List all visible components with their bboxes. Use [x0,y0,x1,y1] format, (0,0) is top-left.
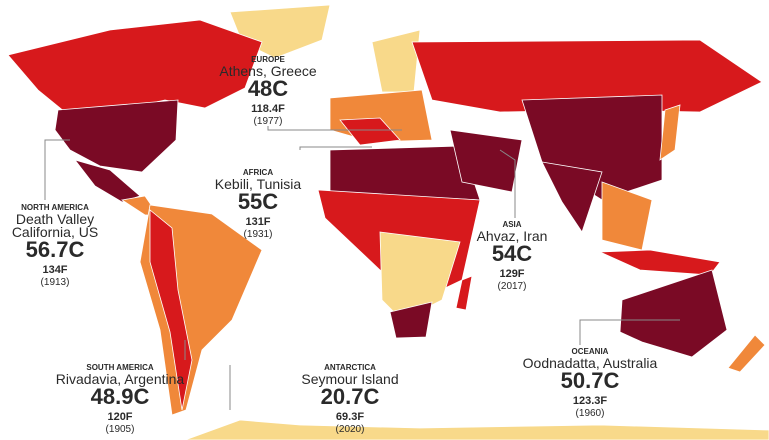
year: (2017) [498,281,527,292]
location: Ahvaz, Iran [477,228,548,244]
location: Oodnadatta, Australia [523,355,658,371]
year: (1977) [254,116,283,127]
celsius: 56.7C [26,237,85,262]
fahrenheit: 129F [499,268,524,280]
location: Death Valley California, US [12,211,98,240]
year: (2020) [336,424,365,435]
leader-lines [44,126,680,410]
year: (1931) [244,229,273,240]
year: (1960) [576,408,605,419]
celsius: 20.7C [321,384,380,409]
fahrenheit: 131F [245,216,270,228]
celsius: 50.7C [561,368,620,393]
location: Kebili, Tunisia [215,176,302,192]
celsius: 55C [238,189,278,214]
region-label: OCEANIA [572,347,609,356]
fahrenheit: 69.3F [336,411,364,423]
celsius: 54C [492,241,532,266]
region-label: AFRICA [243,168,273,177]
region-label: ASIA [502,220,521,229]
region-label: NORTH AMERICA [21,203,89,212]
fahrenheit: 120F [107,411,132,423]
celsius: 48.9C [91,384,150,409]
year: (1905) [106,424,135,435]
fahrenheit: 118.4F [251,103,285,115]
region-label: EUROPE [251,55,285,64]
region-label: ANTARCTICA [324,363,376,372]
location: Rivadavia, Argentina [56,371,185,387]
fahrenheit: 123.3F [573,395,608,407]
celsius: 48C [248,76,288,101]
year: (1913) [41,277,70,288]
fahrenheit: 134F [42,264,67,276]
location: Seymour Island [301,371,398,387]
region-label: SOUTH AMERICA [86,363,153,372]
land-shapes [7,4,769,440]
location: Athens, Greece [219,63,316,79]
